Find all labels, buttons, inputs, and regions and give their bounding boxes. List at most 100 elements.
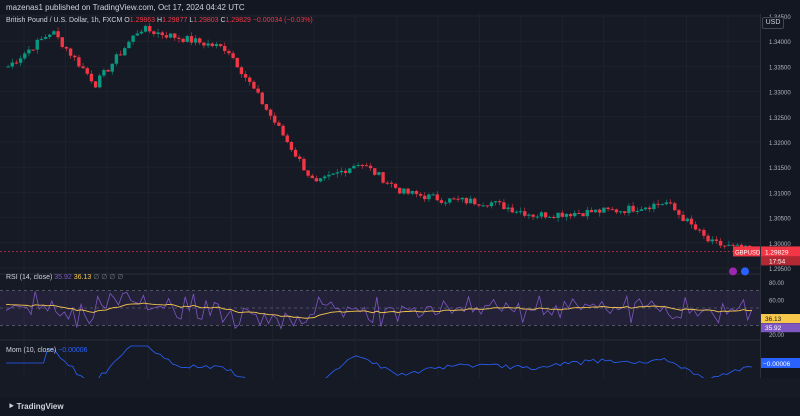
candle-body (589, 209, 594, 213)
candle-body (73, 55, 77, 58)
candle-body (131, 35, 135, 42)
candle-body (314, 178, 319, 182)
candle-body (248, 77, 252, 82)
candle-body (723, 245, 727, 247)
candle-body (635, 210, 639, 212)
price-tick-label: 1.29500 (769, 267, 791, 273)
candle-body (548, 216, 552, 218)
candle-body (693, 224, 698, 230)
candle-body (214, 44, 219, 47)
candle-body (193, 38, 198, 43)
candle-body (310, 175, 314, 179)
candle-body (610, 209, 614, 211)
low-label: L (189, 17, 194, 24)
candle-body (535, 216, 539, 218)
candle-body (731, 244, 735, 246)
chart-area[interactable]: 2425262730Oct234789101114151617GBPUSD (0, 14, 761, 396)
candle-body (627, 205, 631, 214)
rsi-axis-tick: 80.00 (769, 281, 785, 287)
candle-body (414, 191, 419, 195)
candle-body (735, 244, 739, 246)
candle-body (698, 229, 702, 231)
candle-body (368, 165, 373, 169)
rsi-sma-value: 36.13 (73, 274, 92, 281)
event-icon (729, 267, 737, 276)
candle-body (39, 38, 44, 40)
candle-body (502, 202, 506, 210)
candle-body (298, 156, 302, 159)
candle-body (118, 54, 123, 56)
candle-body (485, 205, 489, 207)
price-scale[interactable]: 1.345001.340001.335001.330001.325001.320… (760, 14, 800, 378)
currency-button[interactable]: USD (762, 17, 784, 29)
last-price-value: 1.29829 (765, 249, 789, 256)
candle-body (293, 149, 298, 157)
tradingview-logo[interactable]: ⯈ TradingView (8, 402, 64, 412)
candle-body (164, 35, 169, 38)
candle-body (523, 211, 527, 216)
candle-body (685, 218, 689, 222)
candle-body (673, 203, 677, 211)
candle-body (18, 58, 23, 63)
change-value: −0.00034 (−0.03%) (252, 17, 313, 24)
candle-body (98, 75, 102, 88)
candle-body (393, 183, 398, 188)
candle-body (323, 176, 327, 179)
high-value: 1.29877 (162, 17, 188, 24)
candle-body (302, 158, 306, 171)
candle-body (23, 53, 27, 59)
candle-body (285, 135, 289, 142)
rsi-sma-badge (761, 314, 800, 324)
candle-body (493, 201, 498, 203)
candle-body (556, 212, 560, 218)
candle-body (106, 70, 110, 72)
candle-body (464, 197, 469, 204)
candle-body (273, 115, 277, 123)
candle-body (410, 191, 414, 194)
candle-body (14, 62, 19, 64)
candle-body (539, 212, 544, 217)
candle-body (210, 43, 214, 47)
symbol-title[interactable]: British Pound / U.S. Dollar, 1h, FXCM (6, 17, 123, 24)
candle-body (231, 53, 235, 58)
candle-body (468, 198, 473, 204)
candle-body (514, 211, 519, 213)
candle-body (656, 203, 660, 205)
candle-body (643, 207, 648, 210)
candle-body (185, 36, 189, 42)
candle-body (681, 214, 685, 222)
mom-legend[interactable]: Mom (10, close) −0.00006 (6, 347, 88, 354)
rsi-title[interactable]: RSI (14, close) (6, 274, 53, 281)
symbol-tag-badge (733, 246, 760, 257)
candle-body (702, 230, 706, 236)
candle-body (160, 32, 164, 36)
symbol-legend[interactable]: British Pound / U.S. Dollar, 1h, FXCM O1… (6, 17, 313, 24)
candle-body (356, 164, 360, 166)
candle-body (560, 212, 564, 217)
candle-body (6, 66, 10, 68)
price-tick-label: 1.30500 (769, 217, 791, 223)
candle-body (264, 104, 269, 110)
candle-body (477, 204, 481, 206)
rsi-legend[interactable]: RSI (14, close) 35.92 36.13 ∅ ∅ ∅ ∅ (6, 273, 123, 281)
open-value: 1.29863 (129, 17, 156, 24)
mom-title[interactable]: Mom (10, close) (6, 347, 57, 354)
candle-body (423, 195, 427, 200)
candle-body (364, 165, 369, 167)
candle-body (510, 207, 514, 213)
publish-text: mazenas1 published on TradingView.com, O… (6, 3, 245, 12)
candle-body (385, 182, 389, 184)
candle-body (43, 36, 48, 39)
candle-body (268, 109, 273, 116)
candle-body (639, 209, 644, 211)
candle-body (677, 210, 681, 215)
chart-canvas[interactable]: 2425262730Oct234789101114151617GBPUSD (0, 14, 761, 396)
candle-body (256, 88, 260, 93)
candle-body (435, 194, 439, 201)
candle-body (218, 44, 223, 46)
candle-body (593, 209, 598, 213)
candle-body (85, 68, 89, 74)
candle-body (339, 170, 344, 173)
candle-body (189, 36, 194, 43)
